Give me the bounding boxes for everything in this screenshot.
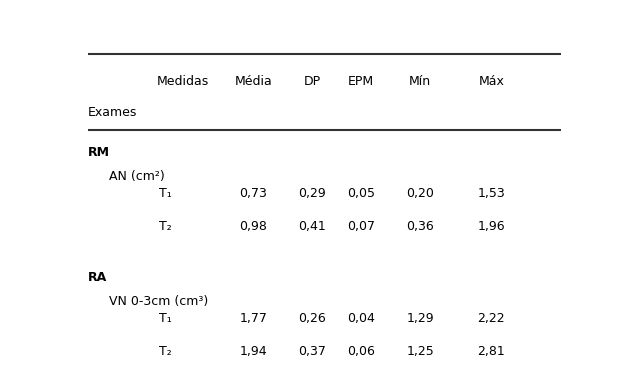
- Text: 0,73: 0,73: [239, 187, 267, 200]
- Text: Média: Média: [234, 75, 272, 88]
- Text: EPM: EPM: [348, 75, 374, 88]
- Text: 1,53: 1,53: [477, 187, 505, 200]
- Text: T₂: T₂: [159, 345, 172, 358]
- Text: T₁: T₁: [159, 312, 172, 325]
- Text: 0,41: 0,41: [298, 220, 326, 232]
- Text: DP: DP: [304, 75, 321, 88]
- Text: VN 0-3cm (cm³): VN 0-3cm (cm³): [109, 295, 208, 308]
- Text: 1,77: 1,77: [239, 312, 267, 325]
- Text: 1,25: 1,25: [406, 345, 434, 358]
- Text: RM: RM: [88, 146, 110, 159]
- Text: Mín: Mín: [409, 75, 431, 88]
- Text: 0,29: 0,29: [298, 187, 326, 200]
- Text: RA: RA: [88, 271, 107, 284]
- Text: 2,81: 2,81: [477, 345, 505, 358]
- Text: 0,98: 0,98: [239, 220, 267, 232]
- Text: AN (cm²): AN (cm²): [109, 170, 165, 183]
- Text: 0,07: 0,07: [348, 220, 375, 232]
- Text: 0,37: 0,37: [298, 345, 326, 358]
- Text: 0,20: 0,20: [406, 187, 434, 200]
- Text: 0,26: 0,26: [298, 312, 326, 325]
- Text: 1,29: 1,29: [406, 312, 434, 325]
- Text: 0,05: 0,05: [348, 187, 375, 200]
- Text: 1,94: 1,94: [239, 345, 267, 358]
- Text: Exames: Exames: [88, 106, 137, 119]
- Text: T₁: T₁: [159, 187, 172, 200]
- Text: Máx: Máx: [479, 75, 504, 88]
- Text: 0,06: 0,06: [348, 345, 375, 358]
- Text: 0,36: 0,36: [406, 220, 434, 232]
- Text: 0,04: 0,04: [348, 312, 375, 325]
- Text: T₂: T₂: [159, 220, 172, 232]
- Text: 2,22: 2,22: [477, 312, 505, 325]
- Text: Medidas: Medidas: [157, 75, 209, 88]
- Text: 1,96: 1,96: [477, 220, 505, 232]
